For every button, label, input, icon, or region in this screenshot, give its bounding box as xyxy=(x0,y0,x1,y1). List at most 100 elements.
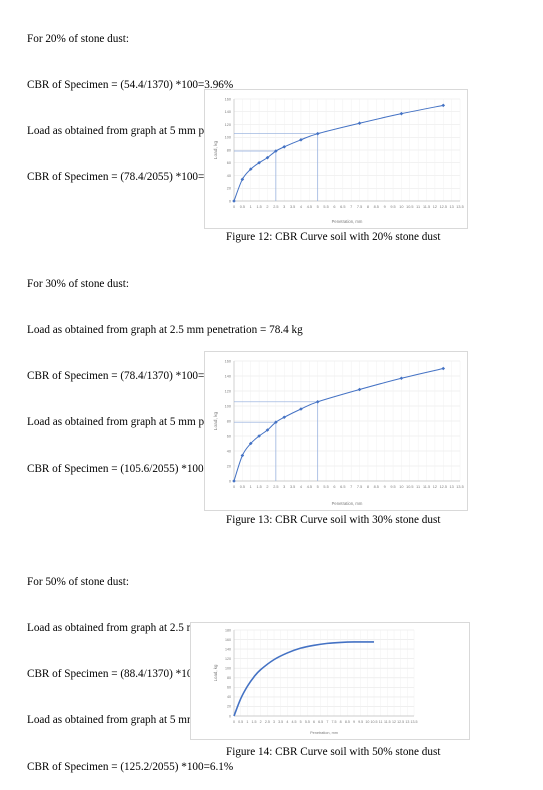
y-tick-label: 140 xyxy=(225,374,231,378)
x-tick-label: 0.5 xyxy=(240,485,245,489)
x-tick-label: 10.5 xyxy=(406,205,413,209)
data-point xyxy=(357,387,362,392)
y-tick-label: 20 xyxy=(227,187,231,191)
x-tick-label: 9.5 xyxy=(390,205,395,209)
x-tick-label: 13.5 xyxy=(411,720,418,724)
x-tick-label: 1 xyxy=(246,720,248,724)
y-axis-title: Load, kg xyxy=(213,411,219,430)
data-point xyxy=(265,428,270,432)
x-tick-label: 8.5 xyxy=(374,485,379,489)
x-tick-label: 10.5 xyxy=(406,485,413,489)
x-tick-label: 11.5 xyxy=(423,485,430,489)
figure-12-chart: 0 20 40 60 80 100 120 140 160 0 0.5 1 1.5 2 2.5 3 3.5 4 4.… xyxy=(204,89,468,229)
section-heading: For 20% of stone dust: xyxy=(27,32,129,45)
data-point xyxy=(282,415,287,420)
x-tick-label: 12.5 xyxy=(397,720,404,724)
x-tick-label: 1.5 xyxy=(252,720,257,724)
y-tick-label: 60 xyxy=(227,686,231,690)
x-tick-label: 9.5 xyxy=(358,720,363,724)
x-tick-label: 0.5 xyxy=(240,205,245,209)
calc-line: CBR of Specimen = (54.4/1370) *100=3.96% xyxy=(27,79,234,92)
y-tick-label: 0 xyxy=(229,479,231,483)
x-tick-label: 7 xyxy=(350,485,352,489)
x-tick-label: 8.5 xyxy=(345,720,350,724)
y-tick-label: 100 xyxy=(225,667,231,671)
y-tick-label: 0 xyxy=(229,199,231,203)
x-tick-label: 5.5 xyxy=(323,205,328,209)
x-tick-label: 12 xyxy=(392,720,396,724)
x-tick-label: 11.5 xyxy=(423,205,430,209)
y-tick-label: 160 xyxy=(225,359,231,363)
x-tick-label: 10.5 xyxy=(371,720,378,724)
y-axis-title: Load, kg xyxy=(213,140,219,159)
y-tick-label: 120 xyxy=(225,389,231,393)
y-tick-label: 60 xyxy=(227,161,231,165)
data-point xyxy=(232,479,236,483)
y-axis-title: Load, kg xyxy=(213,664,218,681)
x-tick-label: 7.5 xyxy=(357,205,362,209)
calc-line: CBR of Specimen = (125.2/2055) *100=6.1% xyxy=(27,760,234,773)
x-tick-label: 3 xyxy=(273,720,275,724)
calc-line: Load as obtained from graph at 2.5 mm pe… xyxy=(27,324,303,337)
x-tick-label: 11 xyxy=(379,720,383,724)
x-tick-label: 2.5 xyxy=(273,485,278,489)
y-tick-label: 20 xyxy=(227,464,231,468)
y-tick-label: 0 xyxy=(229,714,231,718)
x-tick-label: 3.5 xyxy=(278,720,283,724)
x-tick-label: 5 xyxy=(300,720,302,724)
x-tick-label: 12 xyxy=(433,205,437,209)
y-tick-label: 120 xyxy=(225,123,231,127)
data-point xyxy=(232,199,236,203)
x-tick-label: 1.5 xyxy=(256,485,261,489)
x-tick-label: 0 xyxy=(233,720,235,724)
y-tick-label: 20 xyxy=(227,705,231,709)
y-tick-label: 120 xyxy=(225,657,231,661)
x-tick-label: 4 xyxy=(300,205,302,209)
x-tick-label: 6 xyxy=(313,720,315,724)
x-tick-label: 11 xyxy=(416,485,420,489)
y-tick-label: 100 xyxy=(225,136,231,140)
x-axis-title: Penetration, mm xyxy=(332,501,363,506)
x-tick-label: 12 xyxy=(433,485,437,489)
x-tick-label: 4.5 xyxy=(292,720,297,724)
x-tick-label: 6 xyxy=(333,485,335,489)
x-tick-label: 8.5 xyxy=(374,205,379,209)
x-tick-label: 9.5 xyxy=(390,485,395,489)
x-tick-label: 9 xyxy=(353,720,355,724)
x-tick-label: 6.5 xyxy=(340,485,345,489)
x-tick-label: 13.5 xyxy=(456,485,463,489)
figure-13-caption: Figure 13: CBR Curve soil with 30% stone… xyxy=(226,514,441,526)
x-tick-label: 7.5 xyxy=(332,720,337,724)
x-tick-label: 1 xyxy=(250,205,252,209)
data-point xyxy=(248,167,253,171)
y-tick-label: 40 xyxy=(227,449,231,453)
data-point xyxy=(299,407,303,411)
x-tick-label: 1.5 xyxy=(256,205,261,209)
x-tick-label: 10 xyxy=(399,485,403,489)
data-point xyxy=(441,366,446,371)
x-tick-label: 5.5 xyxy=(305,720,310,724)
data-point xyxy=(257,434,261,438)
x-tick-label: 2 xyxy=(266,485,268,489)
chart-frame xyxy=(204,89,468,229)
y-tick-label: 80 xyxy=(227,148,231,152)
data-point xyxy=(357,121,362,126)
chart-frame xyxy=(190,622,470,740)
x-tick-label: 8 xyxy=(367,205,369,209)
y-tick-label: 180 xyxy=(225,628,231,632)
x-tick-label: 8 xyxy=(367,485,369,489)
y-tick-label: 140 xyxy=(225,647,231,651)
x-tick-label: 2.5 xyxy=(273,205,278,209)
x-tick-label: 10 xyxy=(399,205,403,209)
x-tick-label: 4.5 xyxy=(307,485,312,489)
y-tick-label: 160 xyxy=(225,97,231,101)
data-point xyxy=(282,145,287,149)
figure-14-caption: Figure 14: CBR Curve soil with 50% stone… xyxy=(226,746,441,758)
x-tick-label: 10 xyxy=(365,720,369,724)
x-tick-label: 13 xyxy=(405,720,409,724)
section-heading: For 50% of stone dust: xyxy=(27,575,129,588)
x-tick-label: 7 xyxy=(326,720,328,724)
x-tick-label: 0 xyxy=(233,205,235,209)
